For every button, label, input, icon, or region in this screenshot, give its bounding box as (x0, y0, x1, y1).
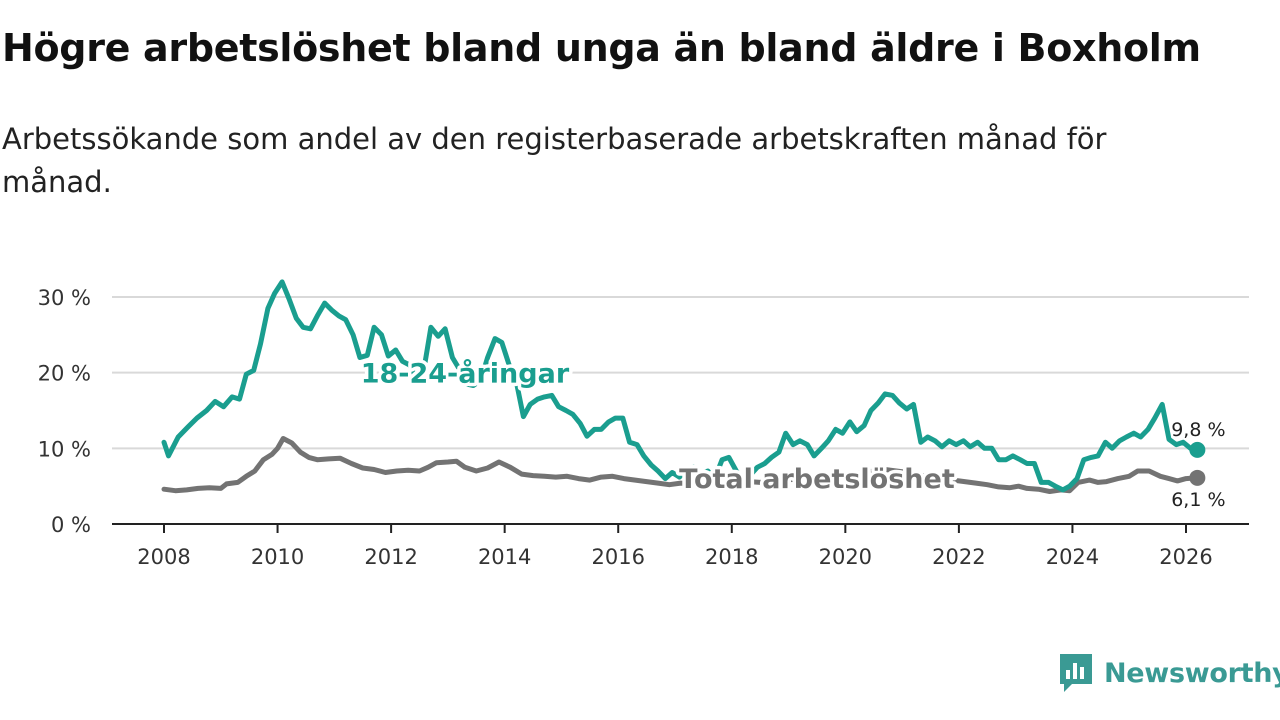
x-tick-label: 2024 (1046, 545, 1099, 569)
x-axis: 2008 2010 2012 2014 2016 2018 2020 2022 2024 2026 (112, 523, 1249, 569)
chart-subtitle: Arbetssökande som andel av den registerb… (2, 122, 1107, 199)
x-tick-label: 2008 (137, 545, 190, 569)
x-tick-label: 2026 (1159, 545, 1212, 569)
end-label-total: 6,1 % (1171, 489, 1225, 511)
x-tick-label: 2018 (705, 545, 758, 569)
end-point-youth (1189, 441, 1206, 458)
x-tick-label: 2014 (478, 545, 531, 569)
y-tick-label: 20 % (38, 362, 91, 386)
x-tick-label: 2010 (251, 545, 304, 569)
y-tick-label: 30 % (38, 286, 91, 310)
newsworthy-brand: Newsworthy (1058, 652, 1280, 694)
line-total (161, 436, 1200, 494)
brand-name: Newsworthy (1104, 657, 1280, 689)
series-lines (161, 279, 1206, 494)
newsworthy-logo-icon (1060, 654, 1092, 692)
end-point-total (1189, 469, 1206, 486)
y-tick-label: 10 % (38, 437, 91, 461)
x-tick-label: 2012 (364, 545, 417, 569)
y-tick-label: 0 % (51, 513, 91, 537)
gridlines (112, 296, 1249, 450)
end-label-youth: 9,8 % (1171, 419, 1225, 441)
x-tick-label: 2020 (819, 545, 872, 569)
series-label-total: Total arbetslöshet (679, 464, 955, 495)
x-tick-label: 2016 (591, 545, 644, 569)
y-axis: 0 % 10 % 20 % 30 % (38, 286, 91, 537)
chart-title: Högre arbetslöshet bland unga än bland ä… (2, 26, 1201, 70)
series-label-youth: 18-24-åringar (361, 358, 570, 390)
x-tick-label: 2022 (932, 545, 985, 569)
series-labels: 18-24-åringar Total arbetslöshet 9,8 % 6,1 … (357, 354, 1225, 511)
line-youth (161, 279, 1200, 493)
